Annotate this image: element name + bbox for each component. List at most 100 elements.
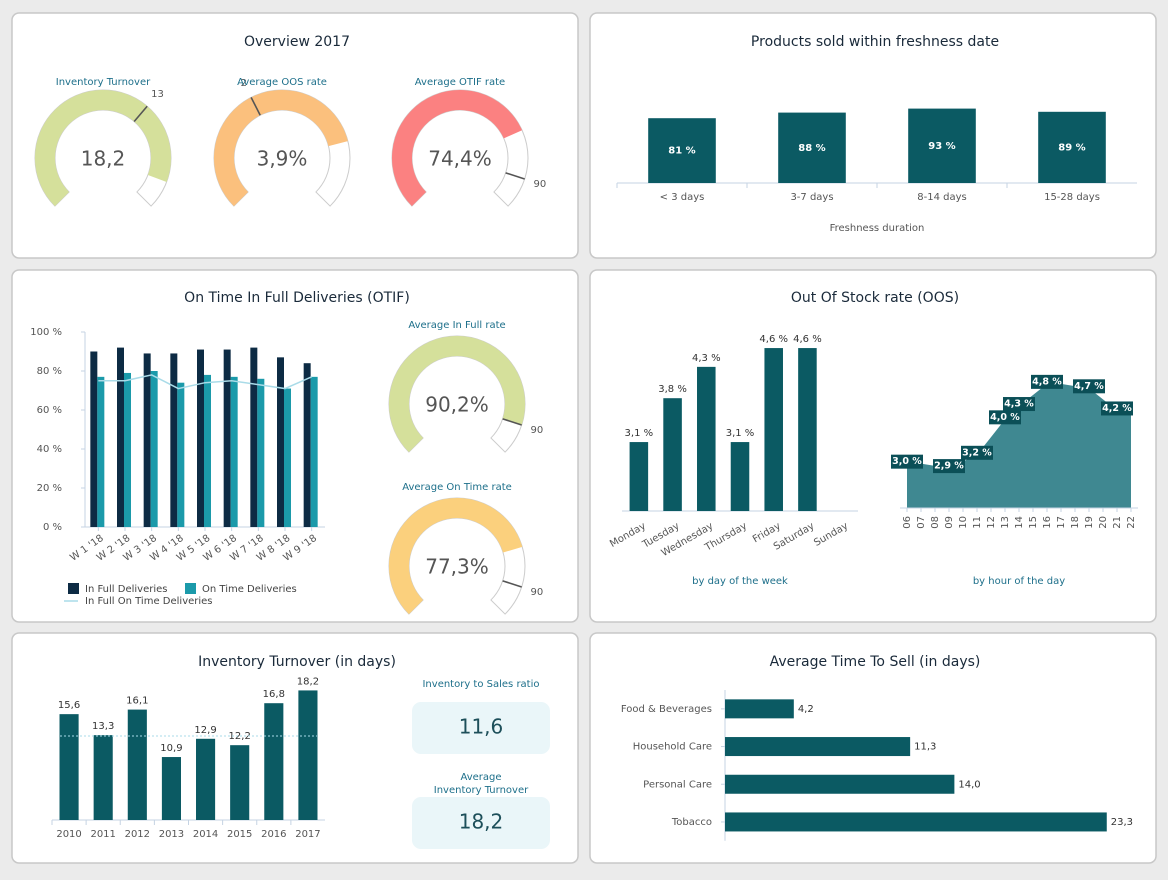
x-tick-label: 11 <box>972 516 983 529</box>
bar <box>143 353 151 527</box>
bar <box>59 714 79 820</box>
value-label-box <box>961 445 993 460</box>
x-axis-label: by hour of the day <box>973 576 1065 587</box>
area <box>907 383 1131 508</box>
bar <box>648 118 716 183</box>
x-tick-label: 15-28 days <box>1044 192 1100 203</box>
x-tick-label: 8-14 days <box>917 192 966 203</box>
value-label: 89 % <box>1058 142 1085 153</box>
bar <box>204 374 211 527</box>
gauge-value: 3,9% <box>257 147 308 171</box>
bar <box>230 745 250 820</box>
x-tick-label: 15 <box>1028 516 1039 529</box>
kpi-title: Average Inventory Turnover <box>434 772 529 796</box>
value-label: 4,6 % <box>793 334 822 345</box>
value-label: 13,3 <box>92 721 114 732</box>
gauge-fill <box>388 497 523 615</box>
bar <box>310 376 318 527</box>
value-label: 93 % <box>928 141 955 152</box>
bar <box>298 690 318 820</box>
bar <box>196 738 216 820</box>
gauge-title: Average OOS rate <box>237 77 327 88</box>
bar <box>629 442 649 511</box>
bar <box>127 709 147 820</box>
value-label-box <box>933 459 965 474</box>
bar <box>150 371 158 527</box>
bar <box>117 347 124 527</box>
panel-title: Inventory Turnover (in days) <box>198 654 396 670</box>
bar <box>778 112 846 183</box>
value-label: 16,1 <box>126 696 148 707</box>
bar <box>250 347 258 527</box>
bar <box>170 353 178 527</box>
x-axis-label: Freshness duration <box>830 223 925 234</box>
gauge-value: 18,2 <box>81 147 126 171</box>
x-tick-label: 13 <box>1000 516 1011 529</box>
x-tick-label: 12 <box>986 516 997 529</box>
value-label: 23,3 <box>1111 817 1133 828</box>
bar <box>124 372 131 527</box>
value-label-box <box>1003 397 1035 412</box>
gauge-target <box>505 172 525 180</box>
y-tick-label: 60 % <box>37 405 62 416</box>
x-tick-label: 09 <box>944 516 955 529</box>
value-label: 4,6 % <box>759 334 788 345</box>
x-tick-label: 2017 <box>295 829 320 840</box>
x-tick-label: 16 <box>1042 516 1053 529</box>
bar <box>97 376 105 527</box>
line <box>98 374 312 390</box>
panel <box>589 12 1157 259</box>
gauge-target-label: 90 <box>531 587 544 598</box>
gauge-target-label: 90 <box>534 179 547 190</box>
gauge-target-label: 90 <box>531 425 544 436</box>
bar <box>725 737 911 757</box>
x-tick-label: 14 <box>1014 516 1025 529</box>
bar <box>908 108 976 183</box>
y-tick-label: 40 % <box>37 444 62 455</box>
gauge-target-label: 2 <box>241 78 247 89</box>
bar <box>223 349 231 527</box>
x-tick-label: 2012 <box>125 829 150 840</box>
x-tick-label: 2015 <box>227 829 252 840</box>
bar <box>257 378 265 527</box>
value-label: 12,9 <box>194 725 216 736</box>
kpi-box <box>412 797 550 849</box>
x-tick-label: 19 <box>1084 516 1095 529</box>
bar <box>798 348 817 511</box>
bar <box>90 351 98 527</box>
value-label: 4,7 % <box>1074 381 1104 392</box>
bar <box>730 442 750 511</box>
bar <box>725 774 955 794</box>
x-tick-label: 08 <box>930 516 941 529</box>
y-tick-label: Food & Beverages <box>621 704 712 715</box>
value-label: 16,8 <box>263 689 285 700</box>
x-tick-label: 10 <box>958 516 969 529</box>
x-tick-label: 2016 <box>261 829 286 840</box>
x-tick-label: 20 <box>1098 516 1109 529</box>
bar <box>725 699 794 719</box>
value-label: 4,0 % <box>990 412 1020 423</box>
value-label: 3,2 % <box>962 447 992 458</box>
bar <box>697 366 716 511</box>
x-tick-label: 2014 <box>193 829 218 840</box>
value-label: 4,3 % <box>692 353 721 364</box>
x-tick-label: 21 <box>1112 516 1123 529</box>
bar <box>1038 111 1106 183</box>
x-tick-label: 17 <box>1056 516 1067 529</box>
gauge-value: 90,2% <box>425 393 489 417</box>
x-tick-label: 18 <box>1070 516 1081 529</box>
x-tick-label: 06 <box>902 516 913 529</box>
value-label: 14,0 <box>958 779 980 790</box>
x-tick-label: 22 <box>1126 516 1137 529</box>
gauge-value: 74,4% <box>428 147 492 171</box>
y-tick-label: 0 % <box>43 522 62 533</box>
panel-title: Products sold within freshness date <box>751 34 999 50</box>
kpi-box <box>412 702 550 754</box>
y-tick-label: Personal Care <box>643 779 712 790</box>
x-tick-label: 2013 <box>159 829 184 840</box>
value-label: 18,2 <box>297 676 319 687</box>
gauge-target <box>502 418 522 426</box>
legend-label: In Full Deliveries <box>85 584 167 595</box>
value-label: 3,1 % <box>726 428 755 439</box>
